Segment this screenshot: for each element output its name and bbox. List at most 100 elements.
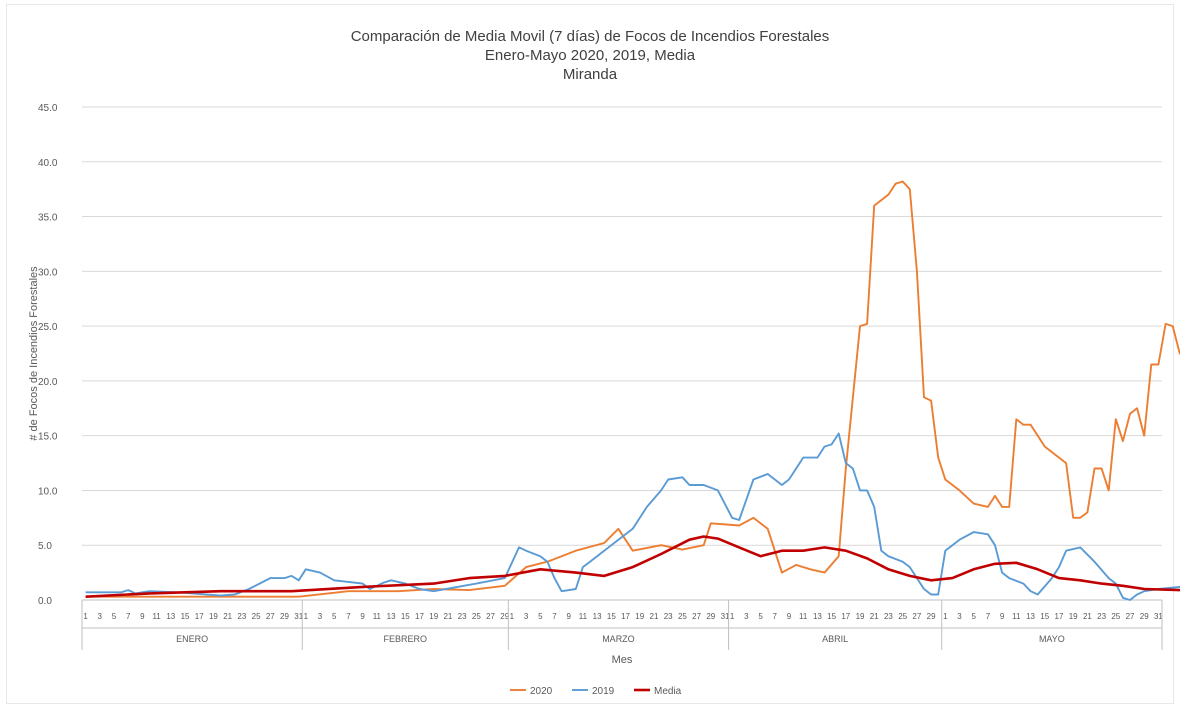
x-tick-label: 25 — [678, 612, 687, 621]
x-tick-label: 15 — [607, 612, 616, 621]
y-tick-label: 20.0 — [38, 377, 58, 388]
x-tick-label: 17 — [1055, 612, 1064, 621]
x-tick-label: 23 — [237, 612, 246, 621]
x-tick-label: 15 — [827, 612, 836, 621]
x-tick-label: 29 — [500, 612, 509, 621]
x-tick-label: 29 — [927, 612, 936, 621]
x-tick-label: 19 — [209, 612, 218, 621]
x-tick-label: 7 — [773, 612, 778, 621]
y-tick-label: 40.0 — [38, 158, 58, 169]
x-tick-label: 9 — [1000, 612, 1005, 621]
x-tick-label: 5 — [971, 612, 976, 621]
x-tick-label: 9 — [787, 612, 792, 621]
x-tick-label: 29 — [706, 612, 715, 621]
x-tick-label: 25 — [252, 612, 261, 621]
x-tick-label: 27 — [1126, 612, 1135, 621]
x-tick-label: 27 — [912, 612, 921, 621]
x-tick-label: 29 — [1140, 612, 1149, 621]
legend-label: 2020 — [530, 686, 553, 697]
legend-label: 2019 — [592, 686, 615, 697]
x-tick-label: 1 — [83, 612, 88, 621]
x-tick-label: 13 — [387, 612, 396, 621]
chart-title: Comparación de Media Movil (7 días) de F… — [350, 28, 830, 45]
y-tick-label: 25.0 — [38, 322, 58, 333]
x-tick-label: 7 — [986, 612, 991, 621]
x-tick-label: 21 — [650, 612, 659, 621]
x-tick-label: 23 — [1097, 612, 1106, 621]
x-tick-label: 17 — [841, 612, 850, 621]
x-tick-label: 13 — [166, 612, 175, 621]
y-tick-label: 10.0 — [38, 486, 58, 497]
x-tick-label: 5 — [112, 612, 117, 621]
x-tick-label: 7 — [126, 612, 131, 621]
x-tick-label: 13 — [813, 612, 822, 621]
x-tick-label: 9 — [360, 612, 365, 621]
y-tick-label: 30.0 — [38, 267, 58, 278]
x-tick-label: 17 — [621, 612, 630, 621]
y-tick-label: 0.0 — [38, 596, 52, 607]
x-tick-label: 19 — [429, 612, 438, 621]
x-tick-label: 23 — [664, 612, 673, 621]
x-tick-label: 5 — [332, 612, 337, 621]
x-tick-label: 5 — [758, 612, 763, 621]
x-tick-label: 19 — [856, 612, 865, 621]
x-tick-label: 11 — [799, 612, 808, 621]
x-tick-label: 23 — [458, 612, 467, 621]
x-tick-label: 21 — [443, 612, 452, 621]
x-tick-label: 25 — [1111, 612, 1120, 621]
x-tick-label: 21 — [870, 612, 879, 621]
x-tick-label: 27 — [486, 612, 495, 621]
month-label: ABRIL — [822, 634, 848, 644]
x-tick-label: 1 — [304, 612, 309, 621]
x-tick-label: 21 — [223, 612, 232, 621]
y-tick-label: 35.0 — [38, 213, 58, 224]
x-tick-label: 17 — [195, 612, 204, 621]
x-tick-label: 31 — [294, 612, 303, 621]
chart-subtitle: Enero-Mayo 2020, 2019, Media — [484, 47, 696, 64]
x-tick-label: 1 — [510, 612, 515, 621]
y-tick-label: 15.0 — [38, 432, 58, 443]
x-tick-label: 11 — [152, 612, 161, 621]
x-tick-label: 5 — [538, 612, 543, 621]
month-label: MARZO — [602, 634, 635, 644]
x-tick-label: 13 — [1026, 612, 1035, 621]
x-tick-label: 11 — [373, 612, 382, 621]
y-tick-label: 5.0 — [38, 541, 52, 552]
x-tick-label: 21 — [1083, 612, 1092, 621]
x-tick-label: 17 — [415, 612, 424, 621]
x-tick-label: 3 — [524, 612, 529, 621]
x-tick-label: 3 — [318, 612, 323, 621]
chart-frame — [6, 4, 1174, 704]
series-line-2020 — [85, 180, 1180, 598]
x-tick-label: 19 — [635, 612, 644, 621]
x-tick-label: 31 — [721, 612, 730, 621]
x-tick-label: 27 — [266, 612, 275, 621]
x-tick-label: 25 — [472, 612, 481, 621]
chart-subtitle-region: Miranda — [562, 66, 618, 83]
x-tick-label: 27 — [692, 612, 701, 621]
x-tick-label: 1 — [943, 612, 948, 621]
y-tick-label: 45.0 — [38, 103, 58, 114]
legend-label: Media — [654, 686, 682, 697]
month-label: MAYO — [1039, 634, 1065, 644]
x-tick-label: 1 — [730, 612, 735, 621]
x-tick-label: 3 — [98, 612, 103, 621]
x-tick-label: 9 — [140, 612, 145, 621]
month-label: ENERO — [176, 634, 208, 644]
x-axis-title: Mes — [612, 654, 633, 666]
x-tick-label: 31 — [1154, 612, 1163, 621]
x-tick-label: 15 — [401, 612, 410, 621]
y-axis-title: # de Focos de Incendios Forestales — [28, 266, 40, 441]
x-tick-label: 11 — [579, 612, 588, 621]
x-tick-label: 13 — [593, 612, 602, 621]
x-tick-label: 11 — [1012, 612, 1021, 621]
x-tick-label: 3 — [957, 612, 962, 621]
x-tick-label: 29 — [280, 612, 289, 621]
x-tick-label: 9 — [566, 612, 571, 621]
x-tick-label: 15 — [1040, 612, 1049, 621]
x-tick-label: 15 — [181, 612, 190, 621]
x-tick-label: 7 — [346, 612, 351, 621]
x-tick-label: 25 — [898, 612, 907, 621]
x-tick-label: 23 — [884, 612, 893, 621]
